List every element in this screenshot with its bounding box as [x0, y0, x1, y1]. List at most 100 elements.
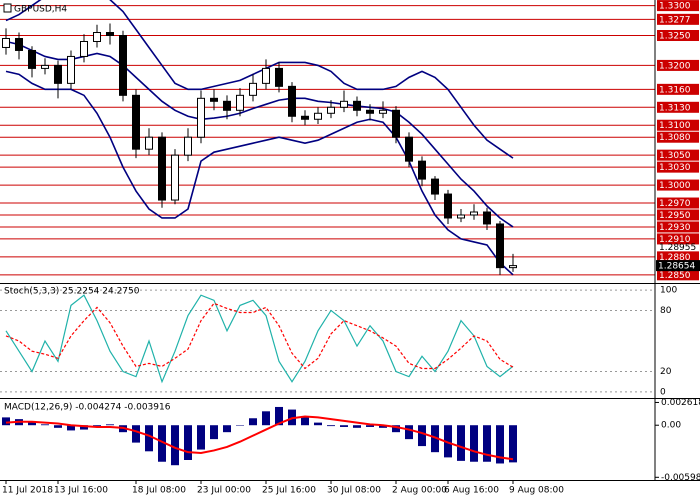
y-tick-label: 0 — [660, 387, 666, 397]
macd-bar — [353, 425, 361, 428]
y-tick-label: 1.2910 — [659, 235, 691, 245]
candle-body — [457, 214, 465, 219]
stoch-line — [5, 302, 514, 370]
price-mark-label: 1.28955 — [659, 243, 696, 253]
candle-body — [28, 49, 36, 69]
candle-body — [93, 32, 101, 42]
macd-title: MACD(12,26,9) -0.004274 -0.003916 — [4, 403, 171, 413]
macd-bar — [379, 425, 387, 428]
macd-bar — [106, 424, 114, 426]
candle-body — [379, 109, 387, 114]
candle-body — [340, 100, 348, 108]
level-label-box — [657, 221, 699, 233]
y-tick-label: 1.3080 — [659, 133, 691, 143]
macd-bar — [483, 425, 491, 462]
y-tick-label: 0.002618 — [661, 398, 700, 408]
macd-bar — [145, 425, 153, 452]
macd-bar — [457, 425, 465, 461]
y-tick-label: 1.3030 — [659, 163, 691, 173]
macd-bar — [210, 425, 218, 440]
candle-body — [236, 94, 244, 111]
y-tick-label: 1.3300 — [659, 2, 691, 12]
candle-body — [314, 112, 322, 120]
bollinger-band — [5, 0, 514, 159]
macd-bar — [80, 425, 88, 430]
candle-body — [431, 178, 439, 195]
level-label-box — [657, 30, 699, 42]
candle-body — [145, 136, 153, 150]
macd-bar — [444, 425, 452, 458]
macd-bar — [262, 411, 270, 426]
x-tick-label: 13 Jul 16:00 — [54, 486, 108, 496]
level-label-box — [657, 197, 699, 209]
symbol-icon — [3, 3, 12, 13]
macd-bar — [171, 425, 179, 466]
candle-body — [249, 82, 257, 96]
x-tick-label: 11 Jul 2018 — [2, 486, 53, 496]
candle-body — [496, 223, 504, 269]
macd-bar — [275, 406, 283, 426]
macd-bar — [67, 425, 75, 431]
y-tick-label: 1.3277 — [659, 15, 691, 25]
candle-body — [197, 97, 205, 138]
price-panel — [0, 0, 655, 276]
macd-bar — [392, 425, 400, 433]
last-price-box — [656, 260, 700, 272]
candle-body — [106, 32, 114, 37]
candle-body — [366, 109, 374, 114]
macd-bar — [509, 425, 517, 463]
macd-bar — [431, 425, 439, 453]
candle-body — [470, 211, 478, 216]
chart-title: GBPUSD,H4 — [14, 5, 67, 15]
macd-bar — [418, 425, 426, 447]
macd-bar — [54, 425, 62, 428]
macd-bar — [470, 425, 478, 462]
level-label-box — [657, 161, 699, 173]
y-tick-label: -0.005989 — [661, 473, 700, 483]
candle-body — [327, 106, 335, 114]
level-label-box — [657, 0, 699, 12]
candle-body — [158, 136, 166, 201]
candle-body — [392, 109, 400, 138]
candle-body — [223, 100, 231, 111]
macd-bar — [340, 425, 348, 427]
level-label-box — [657, 131, 699, 143]
candle-body — [288, 85, 296, 117]
y-tick-label: 1.3000 — [659, 181, 691, 191]
y-tick-label: 1.2880 — [659, 253, 691, 263]
y-tick-label: 80 — [660, 306, 672, 316]
bollinger-band — [5, 70, 514, 276]
level-label-box — [657, 269, 699, 281]
candle-body — [353, 100, 361, 111]
macd-bar — [301, 416, 309, 426]
x-tick-label: 18 Jul 08:00 — [132, 486, 186, 496]
candle-body — [132, 94, 140, 150]
bollinger-band — [5, 40, 514, 228]
x-tick-label: 6 Aug 16:00 — [444, 486, 499, 496]
y-tick-label: 1.3050 — [659, 151, 691, 161]
y-tick-label: 1.2850 — [659, 271, 691, 281]
candle-body — [67, 55, 75, 84]
candle-body — [262, 67, 270, 84]
macd-bar — [496, 425, 504, 464]
macd-bar — [41, 424, 49, 426]
candle-body — [15, 37, 23, 51]
macd-bar — [197, 425, 205, 450]
y-tick-label: 1.2970 — [659, 199, 691, 209]
y-tick-label: 1.2950 — [659, 211, 691, 221]
candle-body — [483, 211, 491, 225]
macd-bar — [314, 422, 322, 426]
level-label-box — [657, 13, 699, 25]
level-label-box — [657, 149, 699, 161]
level-label-box — [657, 83, 699, 95]
y-tick-label: 20 — [660, 367, 672, 377]
x-tick-label: 2 Aug 00:00 — [392, 486, 447, 496]
macd-bar — [223, 425, 231, 433]
y-tick-label: 1.3130 — [659, 103, 691, 113]
candle-body — [119, 35, 127, 96]
level-label-box — [657, 59, 699, 71]
y-tick-label: 1.2930 — [659, 223, 691, 233]
candle-body — [80, 40, 88, 57]
macd-bar — [366, 425, 374, 427]
